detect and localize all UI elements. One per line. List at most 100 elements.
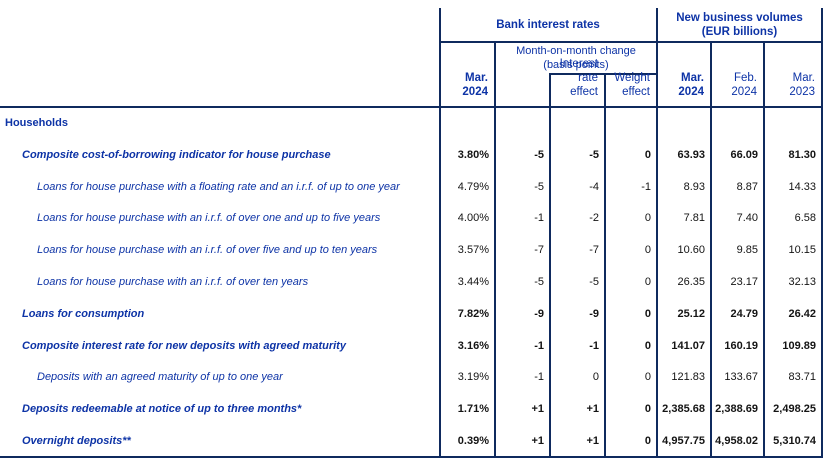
table-cell: 0 (644, 275, 651, 288)
table-cell: 25.12 (677, 307, 705, 320)
column-header-line: Interest (559, 58, 598, 70)
table-gridline (710, 42, 712, 457)
table-cell: +1 (531, 435, 544, 448)
table-cell: 133.67 (724, 371, 758, 384)
column-header-line: 2024 (462, 86, 488, 98)
column-header-line: Mar. (680, 72, 704, 84)
row-label: Overnight deposits** (22, 435, 131, 448)
table-gridline (656, 8, 658, 457)
table-row: Overnight deposits** 0.39% +1 +1 0 4,957.75 4,… (0, 425, 823, 457)
table-cell: 83.71 (788, 371, 816, 384)
table-cell: 3.16% (457, 339, 489, 352)
table-cell: 160.19 (724, 339, 758, 352)
table-cell: 0 (644, 244, 651, 257)
table-gridline (763, 42, 765, 457)
section-row: Households (0, 107, 823, 139)
table-cell: 7.81 (683, 212, 705, 225)
row-label: Composite interest rate for new deposits… (22, 339, 346, 352)
table-cell: 0 (592, 371, 599, 384)
table-row: Loans for consumption 7.82% -9 -9 0 25.12 24.7… (0, 298, 823, 330)
mom-change-line1: Month-on-month change (516, 45, 636, 57)
table-cell: 2,385.68 (662, 403, 705, 416)
table-cell: 0 (644, 403, 651, 416)
table-cell: 4.79% (457, 180, 489, 193)
column-header-line: 2023 (789, 86, 815, 98)
row-label: Households (5, 116, 68, 129)
row-label: Loans for house purchase with a floating… (37, 180, 400, 193)
table-cell: 23.17 (730, 275, 758, 288)
table-cell: 3.80% (457, 148, 489, 161)
table-cell: -4 (589, 180, 599, 193)
table-cell: 0 (644, 148, 651, 161)
row-label: Loans for house purchase with an i.r.f. … (37, 244, 378, 257)
table-cell: 63.93 (677, 148, 705, 161)
table-cell: 26.42 (788, 307, 816, 320)
table-cell: 4.00% (457, 212, 489, 225)
table-cell: -9 (589, 307, 599, 320)
table-cell: 8.87 (736, 180, 758, 193)
table-gridline (549, 73, 657, 75)
column-header-line: Mar. (792, 72, 815, 84)
table-cell: 3.44% (457, 275, 489, 288)
new-business-volumes-header: New business volumes (EUR billions) (658, 8, 821, 41)
mom-change-header: Month-on-month change (basis points) (496, 43, 656, 73)
table-row: Loans for house purchase with an i.r.f. … (0, 202, 823, 234)
table-cell: -5 (589, 275, 599, 288)
table-body: Households Composite cost-of-borrowing in… (0, 107, 823, 457)
table-row: Loans for house purchase with a floating… (0, 171, 823, 203)
table-cell: 0 (644, 371, 651, 384)
table-row: Composite interest rate for new deposits… (0, 330, 823, 362)
bank-interest-rates-header: Bank interest rates (441, 8, 655, 41)
table-cell: +1 (531, 403, 544, 416)
table-cell: 24.79 (730, 307, 758, 320)
table-cell: 2,498.25 (773, 403, 816, 416)
table-gridline (0, 106, 823, 108)
table-gridline (0, 456, 823, 458)
table-row: Deposits with an agreed maturity of up t… (0, 362, 823, 394)
table-cell: 26.35 (677, 275, 705, 288)
table-cell: 10.60 (677, 244, 705, 257)
table-cell: 9.85 (736, 244, 758, 257)
table-cell: 0 (644, 435, 651, 448)
table-cell: -5 (534, 148, 544, 161)
table-cell: -1 (534, 339, 544, 352)
bank-interest-rates-label: Bank interest rates (496, 18, 600, 31)
table-cell: 14.33 (788, 180, 816, 193)
table-cell: 8.93 (683, 180, 705, 193)
row-label: Deposits with an agreed maturity of up t… (37, 371, 283, 384)
new-business-volumes-line1: New business volumes (676, 11, 803, 24)
row-label: Loans for house purchase with an i.r.f. … (37, 212, 381, 225)
column-header-vol-mar-2023: Mar. 2023 (764, 43, 822, 106)
column-header-line: 2024 (731, 86, 757, 98)
table-cell: -5 (534, 275, 544, 288)
table-cell: -7 (589, 244, 599, 257)
column-header-weight-effect: Weight effect (605, 72, 657, 106)
table-cell: 5,310.74 (773, 435, 816, 448)
row-label: Composite cost-of-borrowing indicator fo… (22, 148, 331, 161)
table-cell: -1 (534, 212, 544, 225)
table-cell: -5 (534, 180, 544, 193)
table-cell: 7.40 (736, 212, 758, 225)
table-cell: 7.82% (457, 307, 489, 320)
table-row: Deposits redeemable at notice of up to t… (0, 393, 823, 425)
table-cell: 0 (644, 212, 651, 225)
table-cell: 10.15 (788, 244, 816, 257)
column-header-line: Feb. (733, 72, 757, 84)
column-header-vol-mar-2024: Mar. 2024 (657, 43, 711, 106)
table-gridline (604, 74, 606, 457)
table-cell: -1 (534, 371, 544, 384)
column-header-line: effect (622, 86, 650, 98)
table-cell: 3.57% (457, 244, 489, 257)
table-cell: 32.13 (788, 275, 816, 288)
table-cell: 0 (644, 339, 651, 352)
table-cell: 3.19% (457, 371, 489, 384)
column-header-line: rate effect (570, 72, 598, 98)
table-cell: 4,958.02 (715, 435, 758, 448)
column-header-interest-rate-effect: Interest rate effect (550, 58, 605, 106)
table-cell: -2 (589, 212, 599, 225)
table-gridline (494, 42, 496, 457)
table-cell: 66.09 (730, 148, 758, 161)
table-row: Loans for house purchase with an i.r.f. … (0, 266, 823, 298)
column-header-line: Weight (614, 72, 650, 84)
